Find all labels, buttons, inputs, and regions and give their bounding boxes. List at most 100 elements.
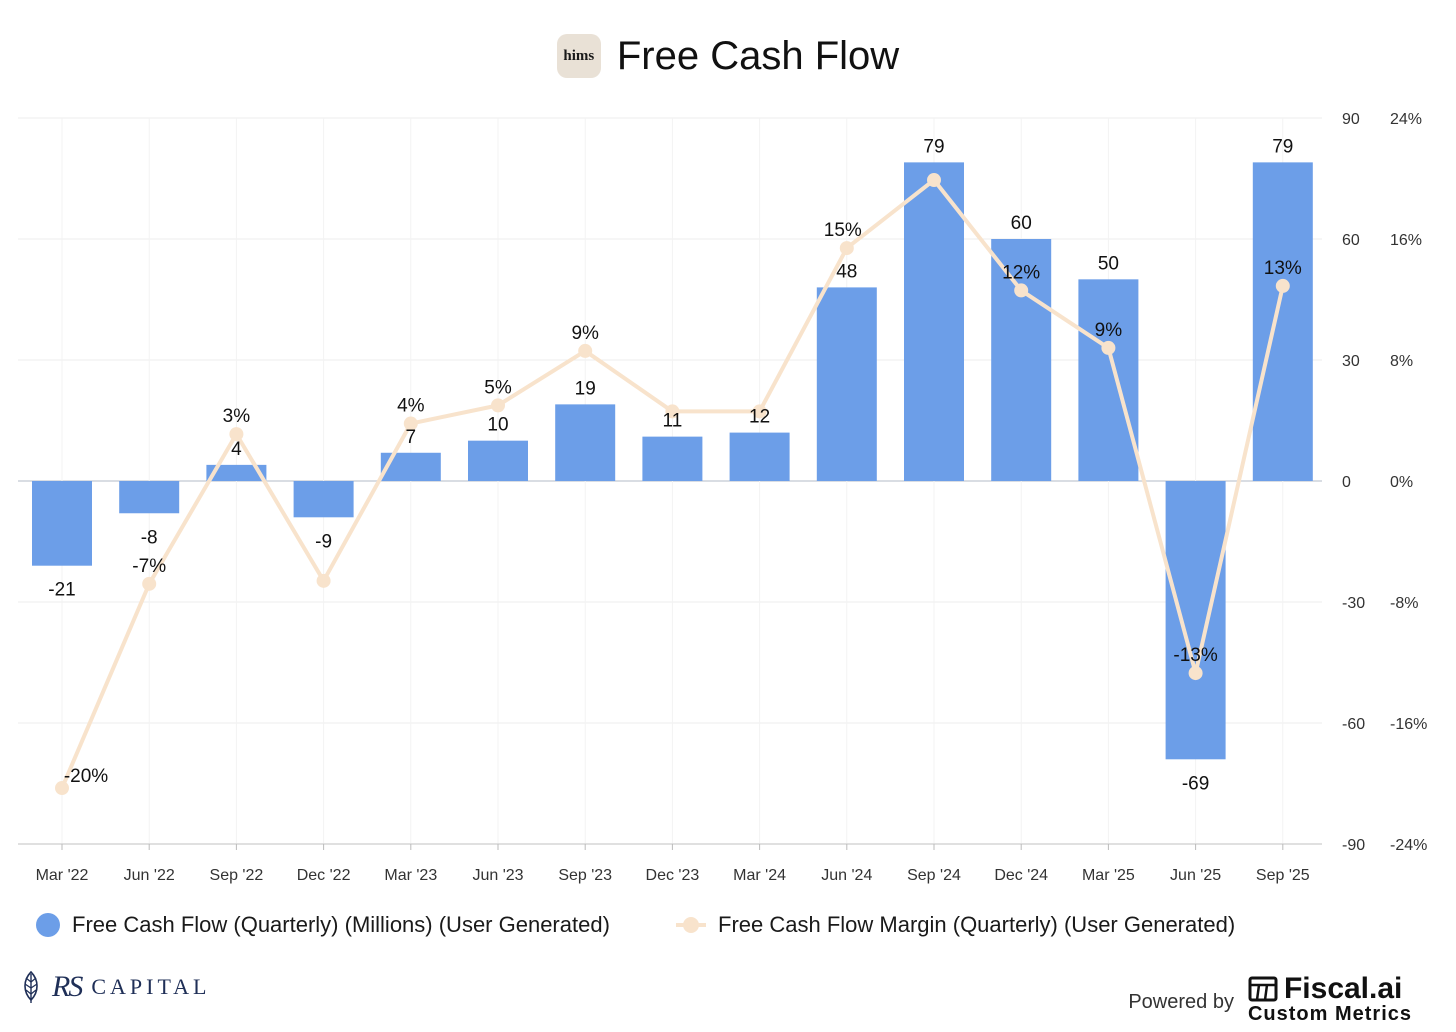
bar-data-label: -69 <box>1182 773 1209 794</box>
y-left-tick-label: 90 <box>1342 111 1360 128</box>
x-tick-label: Sep '23 <box>558 867 612 884</box>
y-right-tick-label: 16% <box>1390 232 1422 249</box>
margin-point <box>229 427 244 442</box>
margin-point <box>1188 666 1203 681</box>
chart-canvas: 90 60 30 0 -30 -60 -90 24% 16% 8% 0% -8% -16% -24% Mar… <box>18 111 1427 884</box>
y-right-tick-label: -16% <box>1390 716 1427 733</box>
legend-item-line[interactable]: Free Cash Flow Margin (Quarterly) (User … <box>676 912 1235 938</box>
rs-capital-logo: RS CAPITAL <box>20 970 210 1004</box>
x-tick-label: Jun '25 <box>1170 867 1221 884</box>
bar <box>1252 162 1313 481</box>
legend-item-bar[interactable]: Free Cash Flow (Quarterly) (Millions) (U… <box>36 912 610 938</box>
y-left-tick-label: -90 <box>1342 837 1365 854</box>
margin-point <box>839 241 854 256</box>
bar <box>555 404 616 481</box>
x-tick-label: Mar '24 <box>733 867 786 884</box>
bar <box>991 239 1052 481</box>
legend-line-label: Free Cash Flow Margin (Quarterly) (User … <box>718 912 1236 937</box>
x-tick-label: Mar '22 <box>36 867 89 884</box>
x-tick-label: Sep '24 <box>907 867 961 884</box>
y-left-tick-label: 30 <box>1342 353 1360 370</box>
bar-data-label: 11 <box>663 411 683 432</box>
y-right-tick-label: 8% <box>1390 353 1413 370</box>
x-tick-label: Dec '23 <box>646 867 700 884</box>
bar-data-label: -8 <box>141 527 158 548</box>
bar-data-label: 10 <box>487 415 508 436</box>
x-tick-label: Sep '22 <box>210 867 264 884</box>
bar <box>816 287 877 481</box>
bar-data-label: 12 <box>749 407 770 428</box>
line-data-label: 13% <box>1264 258 1302 279</box>
line-data-label: 4% <box>397 396 425 417</box>
bar <box>904 162 964 481</box>
fiscal-branding: Powered by Fiscal.ai Custom Metrics <box>1128 972 1412 1025</box>
margin-point <box>142 576 157 591</box>
fiscal-grid-icon <box>1248 976 1278 1002</box>
bar <box>729 432 790 481</box>
line-data-label: 5% <box>484 377 512 398</box>
leaf-icon <box>24 970 38 1003</box>
bar-data-label: 7 <box>406 427 417 448</box>
bar <box>380 452 441 481</box>
capital-wordmark: CAPITAL <box>91 974 211 999</box>
bar-data-label: 4 <box>231 439 242 460</box>
x-tick-label: Dec '24 <box>994 867 1048 884</box>
rs-monogram: RS <box>52 970 83 1003</box>
bar-data-label: 79 <box>1272 136 1293 157</box>
fiscal-logo: Fiscal.ai Custom Metrics <box>1247 972 1412 1025</box>
margin-point <box>1014 283 1029 298</box>
chart-title: Free Cash Flow <box>616 33 900 78</box>
line-data-label: 9% <box>1095 320 1123 341</box>
x-tick-label: Mar '25 <box>1082 867 1135 884</box>
line-data-label: -7% <box>132 556 166 577</box>
line-data-label: -13% <box>1173 645 1217 666</box>
line-data-label: 9% <box>571 323 599 344</box>
margin-point <box>403 416 418 431</box>
bar-data-label: 60 <box>1011 213 1032 234</box>
margin-point <box>491 398 505 413</box>
margin-point <box>1101 340 1116 355</box>
bar-data-label: -21 <box>48 580 75 601</box>
y-left-tick-label: 0 <box>1342 474 1351 491</box>
legend-bar-swatch <box>36 913 60 937</box>
chart-legend: Free Cash Flow (Quarterly) (Millions) (U… <box>0 912 1456 952</box>
bar <box>468 440 528 481</box>
bar <box>293 481 354 518</box>
x-tick-label: Mar '23 <box>384 867 437 884</box>
company-logo: hims <box>556 34 601 78</box>
y-left-tick-label: -60 <box>1342 716 1365 733</box>
line-data-label: 15% <box>824 220 862 241</box>
bar <box>642 436 703 481</box>
x-tick-label: Jun '22 <box>124 867 175 884</box>
bar <box>206 464 267 481</box>
line-data-label: 12% <box>1002 262 1040 283</box>
y-right-tick-label: -24% <box>1390 837 1427 854</box>
chart-header: hims Free Cash Flow <box>0 28 1456 84</box>
legend-bar-label: Free Cash Flow (Quarterly) (Millions) (U… <box>72 912 610 937</box>
line-data-label: 3% <box>223 406 251 427</box>
x-tick-label: Jun '24 <box>821 867 872 884</box>
y-left-tick-label: 60 <box>1342 232 1360 249</box>
margin-point <box>927 173 941 188</box>
bar-data-label: 48 <box>836 261 857 282</box>
margin-point <box>578 343 593 358</box>
bar <box>32 481 92 566</box>
bar-data-label: 79 <box>923 136 944 157</box>
bar <box>119 481 180 514</box>
fiscal-wordmark: Fiscal.ai <box>1283 972 1403 1005</box>
margin-point <box>752 404 767 419</box>
x-tick-label: Dec '22 <box>297 867 351 884</box>
y-right-tick-label: -8% <box>1390 595 1418 612</box>
y-left-tick-label: -30 <box>1342 595 1365 612</box>
fiscal-subtitle: Custom Metrics <box>1247 1003 1412 1025</box>
margin-point <box>55 781 69 796</box>
bar-data-label: 19 <box>575 378 596 399</box>
y-right-tick-label: 0% <box>1390 474 1413 491</box>
bar-data-label: 50 <box>1098 253 1119 274</box>
line-data-label: -20% <box>64 766 108 787</box>
x-tick-label: Sep '25 <box>1256 867 1310 884</box>
y-right-tick-label: 24% <box>1390 111 1422 128</box>
bar <box>1165 481 1226 760</box>
x-tick-label: Jun '23 <box>472 867 523 884</box>
legend-line-swatch <box>676 913 706 937</box>
